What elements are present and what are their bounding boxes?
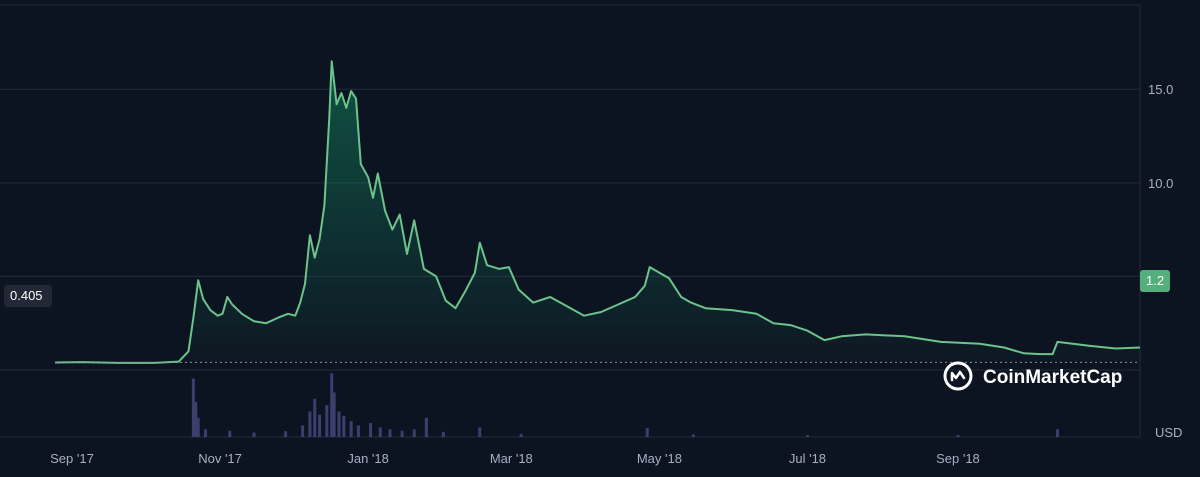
price-line — [54, 60, 1141, 364]
volume-bar — [308, 411, 312, 437]
volume-bar — [645, 428, 649, 437]
volume-bar — [301, 425, 305, 437]
grid-lines — [0, 4, 1141, 438]
volume-bar — [313, 398, 317, 437]
volume-bar — [356, 425, 360, 437]
coinmarketcap-logo-icon — [943, 361, 973, 391]
volume-bar — [318, 414, 322, 437]
volume-bar — [349, 421, 353, 437]
volume-bar — [400, 430, 404, 437]
volume-bar — [191, 378, 195, 437]
volume-bar — [196, 417, 200, 437]
y-tick-label: 15.0 — [1148, 82, 1173, 97]
x-tick-label: Jul '18 — [789, 451, 826, 466]
x-tick-label: Sep '17 — [50, 451, 94, 466]
x-tick-label: May '18 — [637, 451, 682, 466]
x-tick-label: Mar '18 — [490, 451, 533, 466]
price-area — [55, 61, 1140, 363]
volume-bar — [228, 430, 232, 437]
watermark-brand: CoinMarketCap — [983, 367, 1122, 388]
volume-bar — [424, 417, 428, 437]
volume-bar — [441, 431, 445, 437]
volume-bar — [412, 429, 416, 437]
volume-bar — [478, 427, 482, 437]
x-tick-label: Jan '18 — [347, 451, 389, 466]
volume-bar — [388, 429, 392, 437]
x-tick-label: Sep '18 — [936, 451, 980, 466]
volume-bar — [519, 433, 523, 437]
volume-bar — [337, 411, 341, 437]
volume-bar — [332, 392, 336, 437]
currency-label: USD — [1155, 425, 1182, 440]
volume-bar — [325, 405, 329, 437]
last-price-badge: 1.2 — [1140, 270, 1170, 292]
y-tick-label: 10.0 — [1148, 176, 1173, 191]
x-tick-label: Nov '17 — [198, 451, 242, 466]
volume-bar — [691, 434, 695, 437]
watermark: CoinMarketCap — [943, 361, 1122, 391]
volume-bar — [805, 435, 809, 437]
volume-bar — [194, 401, 198, 437]
y-axis: 5.010.015.0 — [1148, 82, 1173, 284]
volume-bar — [252, 432, 256, 437]
volume-bar — [369, 422, 373, 437]
volume-bar — [378, 427, 382, 437]
start-price-label: 0.405 — [10, 288, 43, 303]
volume-bar — [330, 373, 334, 437]
start-price-badge: 0.405 — [4, 285, 52, 307]
volume-bars — [191, 373, 1059, 437]
volume-bar — [284, 431, 288, 437]
volume-bar — [203, 429, 207, 437]
last-price-label: 1.2 — [1146, 273, 1164, 288]
volume-bar — [1055, 429, 1059, 437]
x-axis: Sep '17 Nov '17 Jan '18 Mar '18 May '18 Jul '… — [50, 451, 980, 466]
volume-bar — [956, 435, 960, 437]
volume-bar — [342, 415, 346, 437]
